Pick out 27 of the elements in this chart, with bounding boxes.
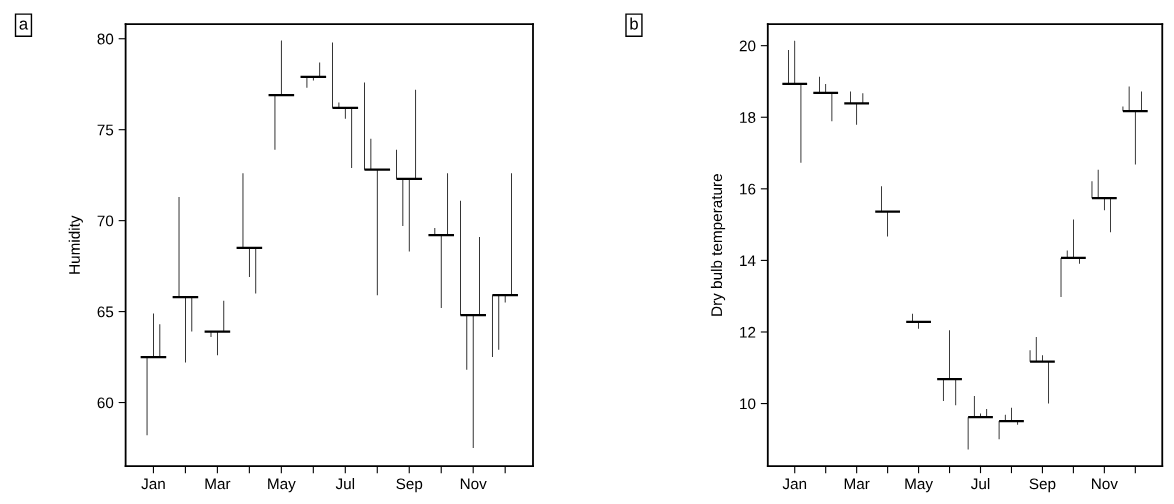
x-tick-label: May: [905, 478, 933, 493]
x-tick-label: Sep: [396, 478, 423, 493]
x-tick-label: Jul: [970, 478, 990, 490]
y-tick-label: 60: [97, 397, 114, 409]
x-tick-label: May: [268, 478, 296, 493]
y-tick-label: 18: [740, 112, 756, 123]
y-tick-label: 20: [739, 40, 756, 52]
y-tick-label: 65: [97, 306, 114, 318]
text: a: [19, 20, 29, 30]
y-tick-label: 75: [97, 124, 114, 136]
x-tick-label: Jul: [335, 478, 355, 490]
x-tick-label: Nov: [1092, 478, 1118, 490]
y-tick-label: 70: [97, 215, 114, 227]
y-axis-title: Dry bulb temperature: [710, 174, 726, 316]
x-tick-label: Sep: [1029, 478, 1056, 493]
x-tick-label: Mar: [205, 478, 231, 490]
x-tick-label: Mar: [844, 478, 870, 490]
y-tick-label: 80: [97, 33, 114, 45]
x-tick-label: Nov: [460, 478, 487, 490]
x-tick-label: Jan: [782, 478, 807, 490]
y-tick-label: 16: [740, 183, 756, 195]
y-axis-title: Humidity: [68, 215, 83, 274]
y-tick-label: 14: [740, 255, 756, 266]
y-tick-label: 10: [740, 398, 756, 410]
y-tick-label: 12: [740, 326, 756, 338]
x-tick-label: Jan: [141, 478, 165, 490]
text: b: [630, 17, 638, 30]
